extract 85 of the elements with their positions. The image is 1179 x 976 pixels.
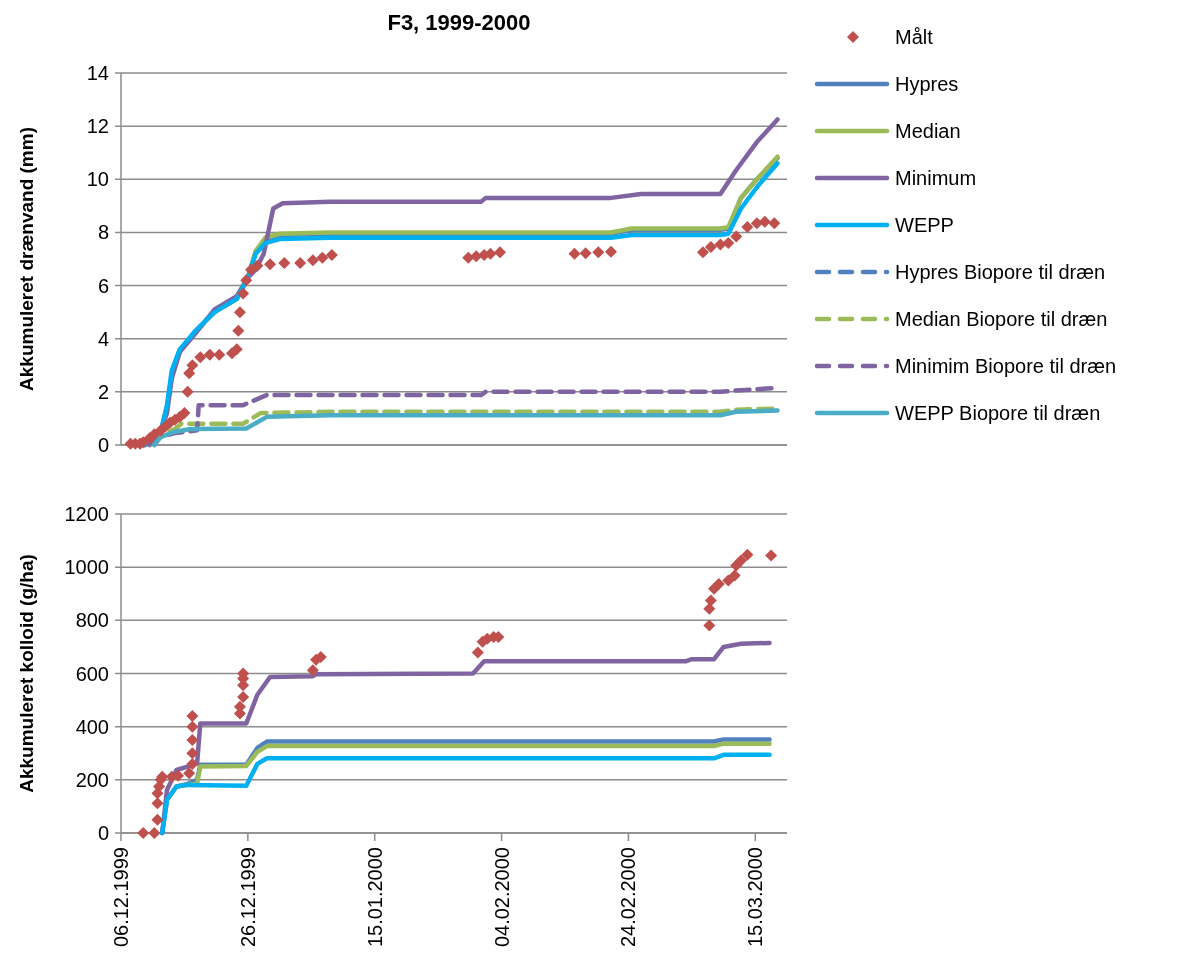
point bbox=[712, 577, 725, 590]
point bbox=[730, 230, 743, 243]
point bbox=[181, 385, 194, 398]
legend-label: Hypres Biopore til dræn bbox=[895, 261, 1106, 283]
point bbox=[471, 646, 484, 659]
point bbox=[703, 619, 716, 632]
point bbox=[704, 241, 717, 254]
point bbox=[237, 287, 250, 300]
y-tick-label: 600 bbox=[75, 662, 109, 685]
point bbox=[251, 259, 264, 272]
point bbox=[213, 348, 226, 361]
y-tick-label: 1000 bbox=[64, 556, 109, 579]
point bbox=[493, 246, 506, 259]
y-tick-label: 0 bbox=[97, 434, 109, 456]
point bbox=[194, 351, 207, 364]
point bbox=[306, 664, 319, 677]
x-tick-label: 15.01.2000 bbox=[363, 847, 386, 948]
y-tick-label: 4 bbox=[97, 327, 109, 350]
y-tick-label: 12 bbox=[86, 115, 109, 138]
y-tick-label: 14 bbox=[86, 62, 109, 84]
point bbox=[186, 747, 199, 760]
point bbox=[233, 306, 246, 319]
point bbox=[203, 348, 216, 361]
y-axis-title: Akkumuleret kolloid (g/ha) bbox=[15, 554, 37, 793]
legend-label: Median bbox=[895, 120, 961, 142]
point bbox=[178, 407, 191, 420]
point bbox=[186, 359, 199, 372]
point bbox=[741, 221, 754, 234]
point bbox=[696, 246, 709, 259]
point bbox=[148, 428, 161, 441]
y-tick-label: 800 bbox=[75, 609, 109, 632]
point bbox=[741, 548, 754, 561]
point bbox=[151, 797, 164, 810]
y-tick-label: 1200 bbox=[64, 503, 109, 525]
y-tick-label: 0 bbox=[97, 822, 109, 844]
point bbox=[264, 258, 277, 271]
point bbox=[316, 251, 329, 264]
point bbox=[604, 245, 617, 258]
point bbox=[750, 217, 763, 230]
legend-label: WEPP Biopore til dræn bbox=[895, 402, 1101, 424]
x-tick-label: 24.02.2000 bbox=[617, 847, 640, 948]
point bbox=[186, 757, 199, 770]
point bbox=[186, 720, 199, 733]
point bbox=[306, 254, 319, 267]
x-tick-label: 04.02.2000 bbox=[490, 847, 513, 948]
y-tick-label: 8 bbox=[97, 221, 109, 244]
point bbox=[186, 733, 199, 746]
point bbox=[240, 274, 253, 287]
point bbox=[735, 554, 748, 567]
legend-label: WEPP bbox=[895, 214, 954, 236]
point bbox=[325, 249, 338, 262]
x-tick-label: 15.03.2000 bbox=[744, 847, 767, 948]
point bbox=[137, 827, 150, 839]
legend-label: Målt bbox=[895, 26, 934, 48]
point bbox=[278, 256, 291, 269]
point bbox=[592, 246, 605, 259]
chart-title: F3, 1999-2000 bbox=[387, 10, 531, 35]
legend-label: Hypres bbox=[895, 73, 959, 95]
y-tick-label: 400 bbox=[75, 715, 109, 738]
point bbox=[237, 690, 250, 703]
legend-label: Median Biopore til dræn bbox=[895, 308, 1108, 330]
point bbox=[728, 569, 741, 582]
y-tick-label: 200 bbox=[75, 768, 109, 791]
point bbox=[183, 767, 196, 780]
point bbox=[722, 237, 735, 250]
point bbox=[765, 549, 778, 562]
legend-label: Minimum bbox=[895, 167, 977, 189]
point bbox=[722, 574, 735, 587]
y-tick-label: 10 bbox=[86, 168, 109, 191]
point bbox=[183, 367, 196, 380]
x-tick-label: 26.12.1999 bbox=[236, 847, 259, 948]
point bbox=[768, 217, 781, 230]
point bbox=[704, 594, 717, 607]
y-tick-label: 6 bbox=[97, 274, 109, 297]
point bbox=[579, 247, 592, 260]
x-tick-label: 06.12.1999 bbox=[110, 847, 132, 948]
legend-label: Minimim Biopore til dræn bbox=[895, 355, 1117, 377]
point bbox=[294, 256, 307, 269]
point bbox=[232, 324, 245, 337]
y-tick-label: 2 bbox=[97, 380, 109, 403]
point bbox=[568, 247, 581, 260]
y-axis-title: Akkumuleret drænvand (mm) bbox=[15, 127, 37, 391]
point bbox=[151, 813, 164, 826]
point bbox=[148, 827, 161, 839]
point bbox=[186, 710, 199, 723]
